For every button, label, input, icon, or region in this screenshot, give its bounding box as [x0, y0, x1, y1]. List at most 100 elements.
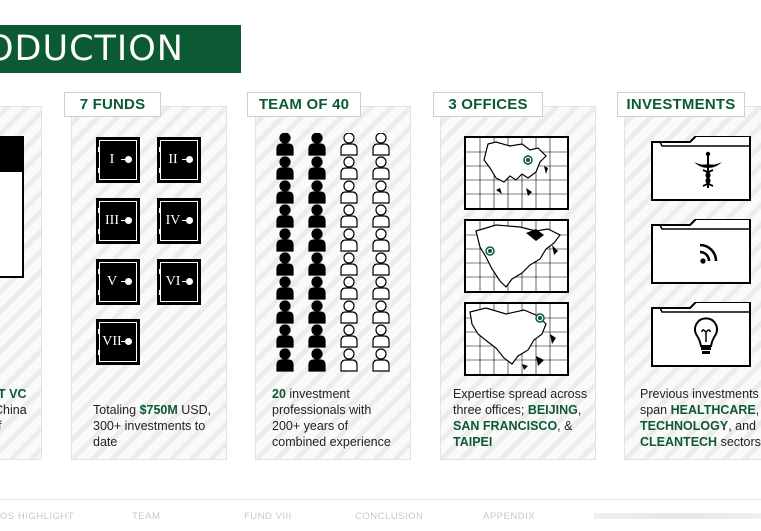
team-count: 20	[272, 387, 286, 401]
funds-description: Totaling $750M USD, 300+ investments to …	[93, 403, 212, 449]
nav-appendix[interactable]: APPENDIX	[483, 511, 536, 522]
person-filled-icon	[276, 300, 294, 324]
person-filled-icon	[276, 276, 294, 300]
map-beijing	[464, 136, 569, 210]
safe-numeral: V	[106, 274, 118, 289]
person-outline-icon	[372, 228, 390, 252]
person-outline-icon	[340, 228, 358, 252]
person-outline-icon	[340, 133, 358, 156]
sector-healthcare: HEALTHCARE	[670, 403, 756, 417]
person-outline-icon	[340, 252, 358, 276]
person-filled-icon	[308, 300, 326, 324]
person-filled-icon	[276, 133, 294, 156]
person-outline-icon	[372, 300, 390, 324]
person-filled-icon	[308, 348, 326, 372]
safe-numeral: II	[168, 152, 178, 167]
person-outline-icon	[372, 180, 390, 204]
person-filled-icon	[308, 324, 326, 348]
person-outline-icon	[372, 324, 390, 348]
map-asia-icon	[466, 138, 567, 208]
office-beijing: BEIJING	[527, 403, 578, 417]
person-filled-icon	[276, 204, 294, 228]
person-filled-icon	[308, 252, 326, 276]
safe-handle-icon	[121, 338, 132, 345]
person-outline-icon	[340, 324, 358, 348]
office-taipei: TAIPEI	[453, 435, 493, 449]
intro-line-3: f	[0, 419, 1, 433]
person-outline-icon	[372, 133, 390, 156]
nav-highlight[interactable]: OS HIGHLIGHT	[0, 511, 75, 522]
safe-icon: V	[96, 259, 140, 305]
person-filled-icon	[276, 348, 294, 372]
safe-icon: VI	[157, 259, 201, 305]
safe-handle-icon	[182, 278, 193, 285]
person-filled-icon	[308, 276, 326, 300]
offices-description: Expertise spread across three offices; B…	[453, 387, 588, 449]
safe-icon: VII	[96, 319, 140, 365]
sector-cleantech: CLEANTECH	[640, 435, 718, 449]
map-north-america-icon	[466, 221, 567, 291]
map-east-asia-icon	[466, 304, 567, 374]
team-description: 20 investment professionals with 200+ ye…	[272, 387, 391, 449]
nav-blurred-items	[594, 513, 761, 519]
safe-numeral: IV	[165, 213, 181, 228]
person-outline-icon	[340, 156, 358, 180]
investments-description: Previous investments span HEALTHCARE, TE…	[640, 387, 761, 449]
folder-healthcare	[651, 136, 751, 201]
person-outline-icon	[372, 252, 390, 276]
person-filled-icon	[276, 252, 294, 276]
funds-amount: $750M	[139, 403, 178, 417]
person-filled-icon	[308, 204, 326, 228]
person-filled-icon	[276, 324, 294, 348]
footer-divider	[0, 499, 761, 500]
funds-label: 7 FUNDS	[64, 92, 161, 117]
person-filled-icon	[276, 180, 294, 204]
nav-conclusion[interactable]: CONCLUSION	[355, 511, 424, 522]
offices-label: 3 OFFICES	[433, 92, 543, 117]
sector-technology: TECHNOLOGY	[640, 419, 729, 433]
person-filled-icon	[308, 180, 326, 204]
folder-cleantech	[651, 302, 751, 367]
nav-fund-viii[interactable]: FUND VIII	[244, 511, 292, 522]
lightbulb-icon	[694, 317, 718, 354]
person-outline-icon	[372, 276, 390, 300]
safe-numeral: VI	[165, 274, 181, 289]
safe-handle-icon	[121, 156, 132, 163]
person-outline-icon	[340, 300, 358, 324]
team-people-grid	[276, 133, 390, 372]
person-filled-icon	[308, 156, 326, 180]
caduceus-icon	[694, 151, 722, 188]
person-outline-icon	[340, 180, 358, 204]
map-taipei	[464, 302, 569, 376]
safe-icon: IV	[157, 198, 201, 244]
person-filled-icon	[276, 156, 294, 180]
safe-numeral: III	[105, 213, 119, 228]
safe-handle-icon	[182, 156, 193, 163]
safe-icon: II	[157, 137, 201, 183]
section-title-bar: ODUCTION	[0, 25, 241, 73]
map-san-francisco	[464, 219, 569, 293]
person-filled-icon	[308, 133, 326, 156]
person-filled-icon	[276, 228, 294, 252]
nav-team[interactable]: TEAM	[132, 511, 161, 522]
safe-icon: III	[96, 198, 140, 244]
folder-technology	[651, 219, 751, 284]
person-outline-icon	[340, 276, 358, 300]
person-outline-icon	[372, 204, 390, 228]
team-label: TEAM OF 40	[247, 92, 361, 117]
safe-numeral: VII	[102, 334, 122, 349]
person-outline-icon	[372, 156, 390, 180]
safe-handle-icon	[121, 217, 132, 224]
section-title: ODUCTION	[0, 29, 184, 69]
person-outline-icon	[372, 348, 390, 372]
rss-icon	[699, 243, 718, 264]
person-filled-icon	[308, 228, 326, 252]
investments-label: INVESTMENTS	[617, 92, 745, 117]
safe-numeral: I	[109, 152, 115, 167]
intro-line-1: T VC	[0, 387, 27, 401]
intro-chart-icon	[0, 136, 24, 278]
safe-handle-icon	[182, 217, 193, 224]
person-outline-icon	[340, 348, 358, 372]
safe-handle-icon	[121, 278, 132, 285]
